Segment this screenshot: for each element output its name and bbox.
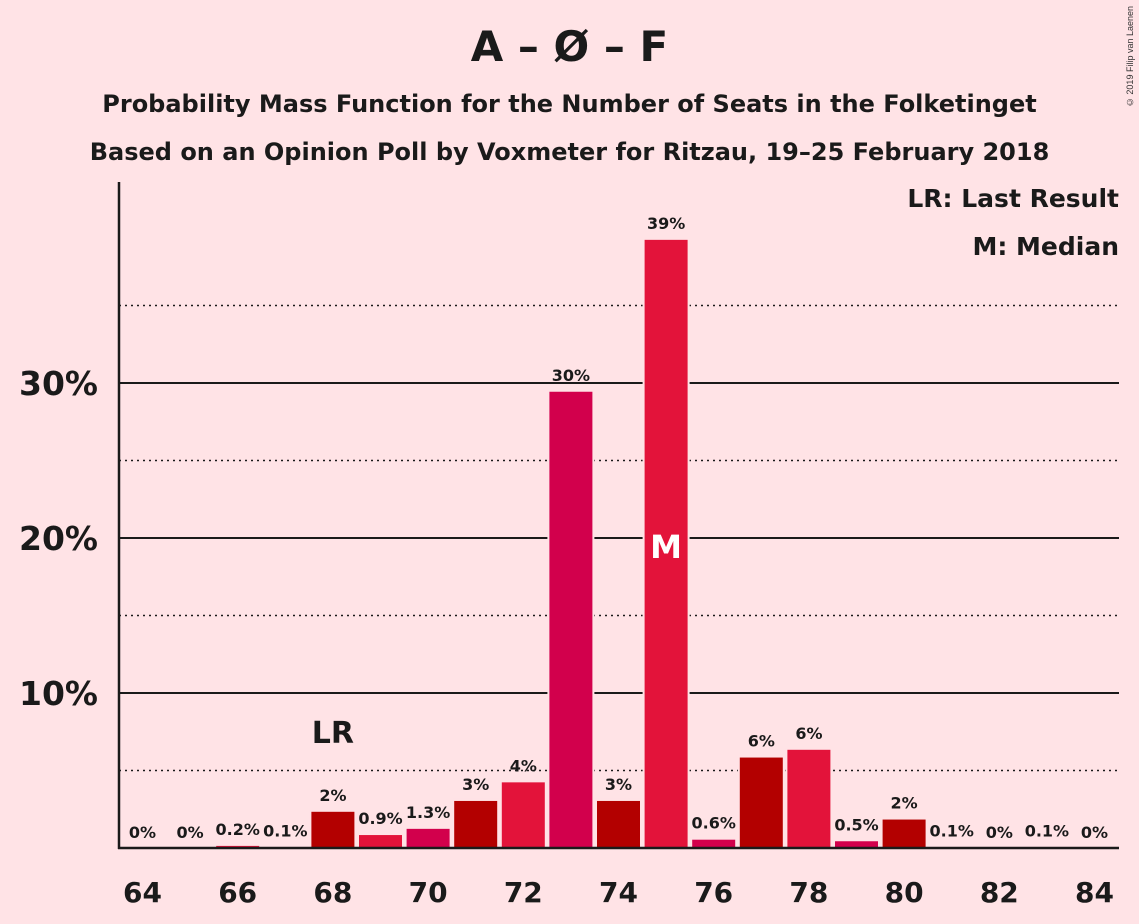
chart-subtitle-source: Based on an Opinion Poll by Voxmeter for… (89, 138, 1050, 166)
data-label-72: 4% (510, 756, 537, 775)
data-label-67: 0.1% (263, 821, 307, 840)
bar-70 (404, 826, 452, 849)
x-tick-label: 66 (218, 876, 257, 909)
x-tick-label: 78 (789, 876, 828, 909)
data-label-77: 6% (748, 732, 775, 751)
chart-subtitle: Probability Mass Function for the Number… (102, 90, 1037, 118)
label-background (20, 361, 102, 405)
median-marker: M (650, 528, 682, 566)
x-tick-label: 72 (504, 876, 543, 909)
y-tick-label: 20% (19, 519, 98, 558)
data-label-74: 3% (605, 775, 632, 794)
x-tick-label: 70 (409, 876, 448, 909)
data-label-66: 0.2% (216, 820, 260, 839)
data-label-76: 0.6% (692, 814, 736, 833)
bar-71 (452, 798, 500, 850)
label-background (20, 516, 102, 560)
bar-78 (785, 747, 833, 849)
bar-73 (547, 389, 595, 849)
data-label-82: 0% (986, 823, 1013, 842)
data-label-70: 1.3% (406, 803, 450, 822)
data-label-68: 2% (319, 786, 346, 805)
x-tick-label: 64 (123, 876, 162, 909)
bar-77 (737, 755, 785, 849)
data-label-73: 30% (552, 366, 590, 385)
bar-74 (595, 798, 642, 850)
chart-title: A – Ø – F (470, 22, 669, 71)
bar-80 (880, 817, 928, 849)
data-label-84: 0% (1081, 823, 1108, 842)
x-tick-label: 82 (980, 876, 1019, 909)
data-label-78: 6% (795, 724, 822, 743)
bar-68 (309, 809, 357, 849)
x-tick-label: 68 (313, 876, 352, 909)
x-tick-label: 74 (599, 876, 638, 909)
x-tick-label: 80 (885, 876, 924, 909)
label-background (20, 671, 102, 715)
bar-69 (357, 833, 404, 849)
x-tick-label: 84 (1075, 876, 1114, 909)
data-label-83: 0.1% (1025, 821, 1069, 840)
y-tick-label: 10% (19, 674, 98, 713)
bar-72 (499, 780, 547, 849)
data-label-79: 0.5% (834, 815, 878, 834)
legend-median: M: Median (972, 232, 1119, 261)
bar-75 (642, 237, 690, 850)
data-label-80: 2% (891, 794, 918, 813)
bar-76 (690, 837, 738, 850)
x-tick-label: 76 (694, 876, 733, 909)
legend-last-result: LR: Last Result (907, 184, 1119, 213)
data-label-69: 0.9% (358, 809, 402, 828)
data-label-64: 0% (129, 823, 156, 842)
y-tick-label: 30% (19, 364, 98, 403)
last-result-marker: LR (312, 716, 354, 751)
data-label-71: 3% (462, 775, 489, 794)
data-label-81: 0.1% (930, 821, 974, 840)
data-label-65: 0% (177, 823, 204, 842)
data-label-75: 39% (647, 214, 685, 233)
